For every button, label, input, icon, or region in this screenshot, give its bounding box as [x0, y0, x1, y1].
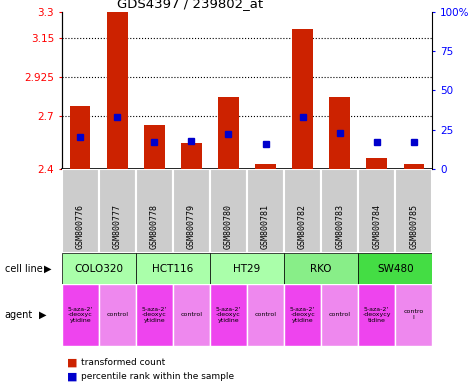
Text: ■: ■ [66, 371, 77, 381]
Bar [404, 164, 424, 169]
Bar [358, 169, 395, 253]
Text: RKO: RKO [310, 264, 332, 274]
Text: GSM800781: GSM800781 [261, 204, 270, 249]
Text: 5-aza-2'
-deoxyc
ytidine: 5-aza-2' -deoxyc ytidine [216, 306, 241, 323]
Text: GSM800779: GSM800779 [187, 204, 196, 249]
Text: GDS4397 / 239802_at: GDS4397 / 239802_at [117, 0, 264, 10]
Text: 5-aza-2'
-deoxycy
tidine: 5-aza-2' -deoxycy tidine [362, 306, 391, 323]
Bar [144, 125, 164, 169]
Bar [330, 97, 350, 169]
Text: GSM800782: GSM800782 [298, 204, 307, 249]
Bar [321, 284, 358, 346]
Bar [173, 284, 210, 346]
Bar [284, 253, 358, 284]
Text: HT29: HT29 [233, 264, 261, 274]
Bar [247, 169, 284, 253]
Bar [210, 169, 247, 253]
Bar [284, 284, 321, 346]
Text: GSM800780: GSM800780 [224, 204, 233, 249]
Text: contro
l: contro l [404, 310, 424, 320]
Text: control: control [106, 312, 128, 318]
Text: GSM800778: GSM800778 [150, 204, 159, 249]
Text: control: control [180, 312, 202, 318]
Bar [247, 284, 284, 346]
Bar [210, 284, 247, 346]
Text: SW480: SW480 [377, 264, 414, 274]
Text: control: control [329, 312, 351, 318]
Text: GSM800785: GSM800785 [409, 204, 418, 249]
Text: 5-aza-2'
-deoxyc
ytidine: 5-aza-2' -deoxyc ytidine [142, 306, 167, 323]
Text: COLO320: COLO320 [74, 264, 124, 274]
Text: control: control [255, 312, 276, 318]
Bar [181, 143, 201, 169]
Text: ▶: ▶ [44, 264, 51, 274]
Bar [293, 29, 313, 169]
Bar [136, 169, 173, 253]
Bar [136, 284, 173, 346]
Bar [136, 253, 210, 284]
Text: ■: ■ [66, 358, 77, 368]
Text: GSM800777: GSM800777 [113, 204, 122, 249]
Bar [173, 169, 210, 253]
Text: cell line: cell line [5, 264, 42, 274]
Text: transformed count: transformed count [81, 358, 165, 367]
Text: percentile rank within the sample: percentile rank within the sample [81, 372, 234, 381]
Text: 5-aza-2'
-deoxyc
ytidine: 5-aza-2' -deoxyc ytidine [67, 306, 93, 323]
Text: agent: agent [5, 310, 33, 320]
Text: HCT116: HCT116 [152, 264, 193, 274]
Bar [99, 169, 136, 253]
Bar [256, 164, 276, 169]
Text: GSM800784: GSM800784 [372, 204, 381, 249]
Text: GSM800783: GSM800783 [335, 204, 344, 249]
Bar [62, 284, 99, 346]
Bar [284, 169, 321, 253]
Bar [62, 169, 99, 253]
Bar [395, 284, 432, 346]
Bar [210, 253, 284, 284]
Bar [395, 169, 432, 253]
Bar [99, 284, 136, 346]
Text: ▶: ▶ [39, 310, 47, 320]
Bar [358, 284, 395, 346]
Bar [358, 253, 432, 284]
Bar [218, 97, 238, 169]
Bar [321, 169, 358, 253]
Text: GSM800776: GSM800776 [76, 204, 85, 249]
Bar [62, 253, 136, 284]
Bar [107, 12, 127, 169]
Bar [367, 159, 387, 169]
Bar [70, 106, 90, 169]
Text: 5-aza-2'
-deoxyc
ytidine: 5-aza-2' -deoxyc ytidine [290, 306, 315, 323]
